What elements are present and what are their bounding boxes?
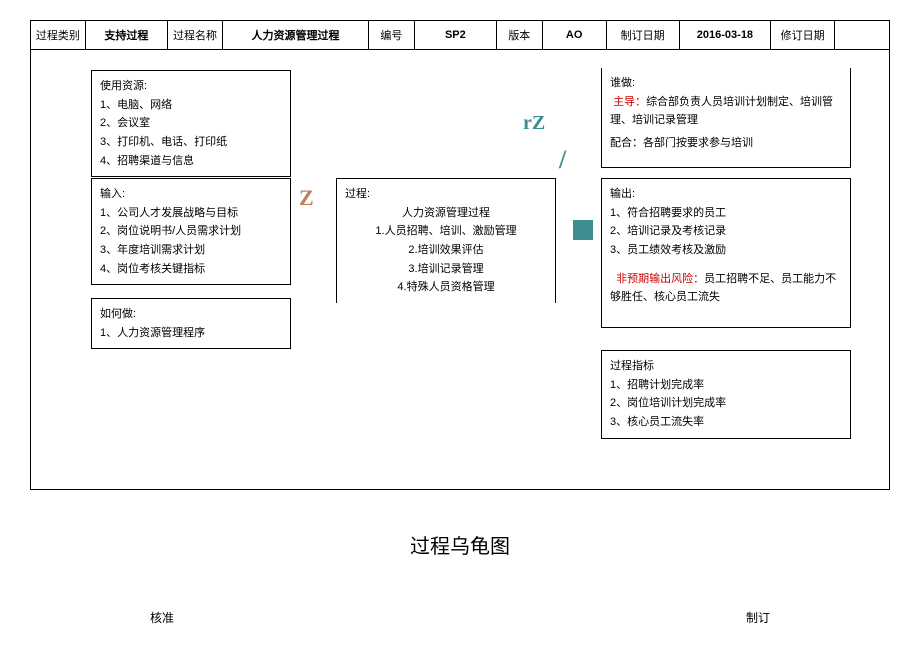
- output-list: 1、符合招聘要求的员工2、培训记录及考核记录3、员工绩效考核及激励: [610, 204, 842, 260]
- hdr-val-revdate: [835, 21, 890, 50]
- hdr-val-version: AO: [542, 21, 606, 50]
- box-how: 如何做: 1、人力资源管理程序: [91, 298, 291, 349]
- deco-teal-square: [573, 220, 593, 240]
- list-item: 3、员工绩效考核及激励: [610, 241, 842, 260]
- hdr-label-revdate: 修订日期: [771, 21, 835, 50]
- who-lead-label: 主导：: [613, 96, 646, 108]
- hdr-val-name: 人力资源管理过程: [222, 21, 368, 50]
- resources-list: 1、电脑、网络2、会议室3、打印机、电话、打印纸4、招聘渠道与信息: [100, 96, 282, 171]
- who-coop-label: 配合：: [610, 137, 643, 149]
- footer-author: 制订: [746, 609, 770, 626]
- how-list: 1、人力资源管理程序: [100, 324, 282, 343]
- footer-approve: 核准: [150, 609, 174, 626]
- process-list: 1.人员招聘、培训、激励管理2.培训效果评估3.培训记录管理4.特殊人员资格管理: [375, 222, 516, 297]
- process-subtitle: 人力资源管理过程: [402, 207, 490, 219]
- hdr-label-category: 过程类别: [31, 21, 86, 50]
- output-risk-label: 非预期输出风险：: [616, 273, 704, 285]
- list-item: 3、年度培训需求计划: [100, 241, 282, 260]
- list-item: 4、招聘渠道与信息: [100, 152, 282, 171]
- list-item: 1、人力资源管理程序: [100, 324, 282, 343]
- list-item: 2、岗位说明书/人员需求计划: [100, 222, 282, 241]
- list-item: 1.人员招聘、培训、激励管理: [375, 222, 516, 241]
- list-item: 2、岗位培训计划完成率: [610, 394, 842, 413]
- list-item: 3、核心员工流失率: [610, 413, 842, 432]
- deco-glyph-z: Z: [299, 185, 314, 211]
- hdr-label-date: 制订日期: [606, 21, 679, 50]
- list-item: 1、公司人才发展战略与目标: [100, 204, 282, 223]
- footer: 核准 制订: [30, 609, 890, 626]
- list-item: 1、电脑、网络: [100, 96, 282, 115]
- deco-glyph-slash: /: [559, 145, 566, 175]
- how-title: 如何做:: [100, 305, 282, 324]
- header-table: 过程类别 支持过程 过程名称 人力资源管理过程 编号 SP2 版本 AO 制订日…: [30, 20, 890, 50]
- resources-title: 使用资源:: [100, 77, 282, 96]
- input-title: 输入:: [100, 185, 282, 204]
- turtle-diagram: 使用资源: 1、电脑、网络2、会议室3、打印机、电话、打印纸4、招聘渠道与信息 …: [30, 50, 890, 490]
- list-item: 4.特殊人员资格管理: [375, 278, 516, 297]
- who-coop-text: 各部门按要求参与培训: [643, 137, 753, 149]
- metrics-title: 过程指标: [610, 357, 842, 376]
- list-item: 3、打印机、电话、打印纸: [100, 133, 282, 152]
- deco-glyph-rz: rZ: [523, 112, 545, 135]
- list-item: 3.培训记录管理: [375, 260, 516, 279]
- input-list: 1、公司人才发展战略与目标2、岗位说明书/人员需求计划3、年度培训需求计划4、岗…: [100, 204, 282, 279]
- hdr-val-date: 2016-03-18: [679, 21, 770, 50]
- box-who: 谁做: 主导：综合部负责人员培训计划制定、培训管理、培训记录管理 配合：各部门按…: [601, 68, 851, 168]
- hdr-label-code: 编号: [369, 21, 415, 50]
- box-process: 过程: 人力资源管理过程 1.人员招聘、培训、激励管理2.培训效果评估3.培训记…: [336, 178, 556, 303]
- list-item: 1、符合招聘要求的员工: [610, 204, 842, 223]
- box-resources: 使用资源: 1、电脑、网络2、会议室3、打印机、电话、打印纸4、招聘渠道与信息: [91, 70, 291, 177]
- hdr-label-name: 过程名称: [168, 21, 223, 50]
- list-item: 2.培训效果评估: [375, 241, 516, 260]
- list-item: 2、培训记录及考核记录: [610, 222, 842, 241]
- process-title: 过程:: [345, 185, 547, 204]
- box-output: 输出: 1、符合招聘要求的员工2、培训记录及考核记录3、员工绩效考核及激励 非预…: [601, 178, 851, 328]
- box-metrics: 过程指标 1、招聘计划完成率2、岗位培训计划完成率3、核心员工流失率: [601, 350, 851, 439]
- list-item: 1、招聘计划完成率: [610, 376, 842, 395]
- list-item: 4、岗位考核关键指标: [100, 260, 282, 279]
- metrics-list: 1、招聘计划完成率2、岗位培训计划完成率3、核心员工流失率: [610, 376, 842, 432]
- hdr-val-category: 支持过程: [85, 21, 167, 50]
- hdr-label-version: 版本: [496, 21, 542, 50]
- who-title: 谁做:: [610, 74, 842, 93]
- list-item: 2、会议室: [100, 114, 282, 133]
- figure-title: 过程乌龟图: [30, 530, 890, 559]
- box-input: 输入: 1、公司人才发展战略与目标2、岗位说明书/人员需求计划3、年度培训需求计…: [91, 178, 291, 285]
- output-title: 输出:: [610, 185, 842, 204]
- hdr-val-code: SP2: [414, 21, 496, 50]
